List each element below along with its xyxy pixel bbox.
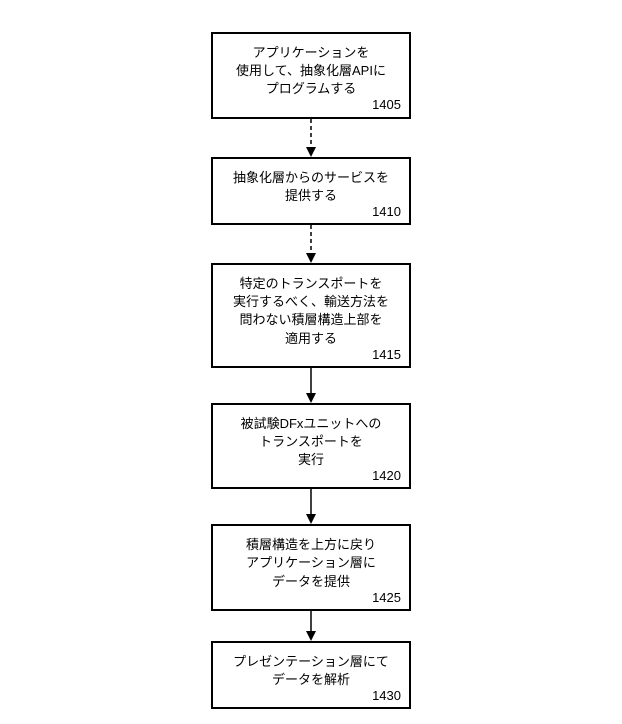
- connector-arrow: [301, 368, 321, 403]
- connector-arrow: [301, 225, 321, 263]
- flowchart-node: 特定のトランスポートを 実行するべく、輸送方法を 問わない積層構造上部を 適用す…: [211, 263, 411, 368]
- node-text-line: プレゼンテーション層にて: [233, 654, 389, 669]
- flowchart-container: アプリケーションを 使用して、抽象化層APIに プログラムする 1405 抽象化…: [211, 32, 411, 709]
- flowchart-node: アプリケーションを 使用して、抽象化層APIに プログラムする 1405: [211, 32, 411, 119]
- connector-arrow: [301, 119, 321, 157]
- node-text-line: アプリケーション層に: [246, 555, 376, 570]
- node-text-line: 実行: [298, 452, 324, 467]
- node-text-line: 抽象化層からのサービスを: [233, 170, 389, 185]
- flowchart-node: 積層構造を上方に戻り アプリケーション層に データを提供 1425: [211, 524, 411, 611]
- node-text-line: 適用する: [285, 331, 337, 346]
- flowchart-node: 被試験DFxユニットへの トランスポートを 実行 1420: [211, 403, 411, 490]
- node-ref-label: 1405: [372, 96, 401, 114]
- flowchart-node: プレゼンテーション層にて データを解析 1430: [211, 641, 411, 709]
- node-text-line: データを解析: [272, 672, 350, 687]
- connector-arrow: [301, 489, 321, 524]
- node-text-line: データを提供: [272, 574, 350, 589]
- connector-arrow: [301, 611, 321, 641]
- node-text-line: 実行するべく、輸送方法を: [233, 294, 389, 309]
- node-text-line: 提供する: [285, 188, 337, 203]
- node-text-line: 被試験DFxユニットへの: [241, 416, 382, 431]
- node-text-line: トランスポートを: [259, 434, 363, 449]
- node-ref-label: 1415: [372, 346, 401, 364]
- node-ref-label: 1420: [372, 467, 401, 485]
- node-ref-label: 1430: [372, 687, 401, 705]
- node-text-line: 問わない積層構造上部を: [239, 312, 382, 327]
- node-text-line: アプリケーションを: [253, 45, 370, 60]
- node-ref-label: 1410: [372, 203, 401, 221]
- node-text-line: 積層構造を上方に戻り: [246, 537, 376, 552]
- node-text-line: 特定のトランスポートを: [240, 276, 383, 291]
- flowchart-node: 抽象化層からのサービスを 提供する 1410: [211, 157, 411, 225]
- node-ref-label: 1425: [372, 589, 401, 607]
- node-text-line: 使用して、抽象化層APIに: [236, 63, 386, 78]
- node-text-line: プログラムする: [266, 81, 357, 96]
